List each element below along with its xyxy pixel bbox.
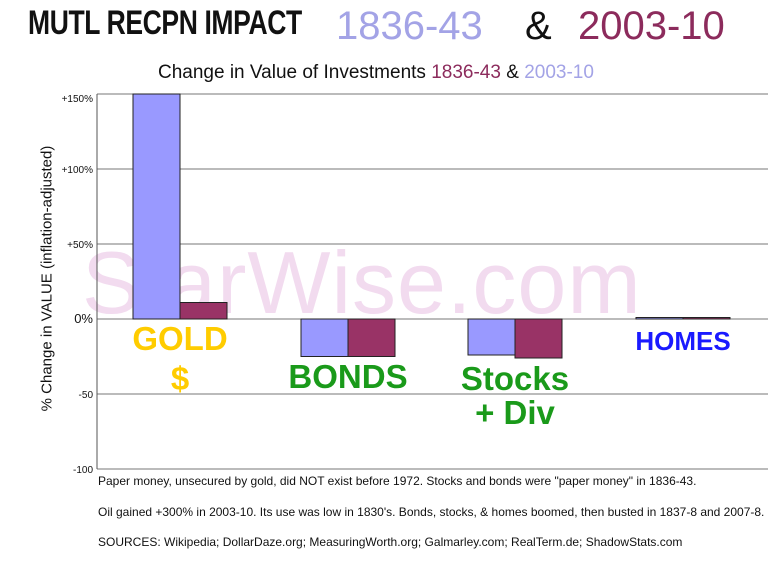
note-sources: SOURCES: Wikipedia; DollarDaze.org; Meas…	[98, 535, 683, 549]
bar-bonds-2003-10	[347, 318, 396, 357]
category-label-stocks: + Div	[475, 394, 555, 431]
bar-gold-1836-43	[132, 93, 181, 320]
title-amp: &	[525, 4, 552, 48]
page-title: MUTL RECPN IMPACT	[28, 4, 379, 54]
note-paper-money: Paper money, unsecured by gold, did NOT …	[98, 474, 697, 488]
category-label-gold: $	[171, 360, 189, 397]
subtitle-amp: &	[506, 62, 519, 83]
y-tick-label: +100%	[62, 165, 94, 176]
bar-stocks-1836-43	[467, 318, 516, 356]
note-oil: Oil gained +300% in 2003-10. Its use was…	[98, 505, 765, 519]
title-period-a: 1836-43	[336, 4, 483, 48]
title-text: MUTL RECPN IMPACT	[28, 4, 302, 42]
category-label-bonds: BONDS	[288, 358, 407, 395]
chart-subtitle: Change in Value of Investments 1836-43 &…	[158, 62, 594, 84]
bar-gold-2003-10	[179, 302, 228, 320]
title-period-b: 2003-10	[578, 4, 725, 48]
subtitle-text: Change in Value of Investments	[158, 62, 426, 83]
subtitle-period-b: 2003-10	[524, 62, 594, 83]
bar-bonds-1836-43	[300, 318, 349, 357]
bar-homes-2003-10	[682, 317, 731, 320]
subtitle-period-a: 1836-43	[431, 62, 501, 83]
y-tick-label: +50%	[67, 240, 93, 251]
category-label-gold: GOLD	[132, 320, 227, 357]
bar-stocks-2003-10	[514, 318, 563, 359]
y-tick-label: +150%	[62, 94, 94, 105]
bar-homes-1836-43	[635, 317, 684, 320]
y-tick-label: -50	[79, 390, 94, 401]
category-label-stocks: Stocks	[461, 360, 569, 397]
y-tick-label: 0%	[74, 311, 93, 326]
y-tick-label: -100	[73, 465, 93, 476]
category-label-homes: HOMES	[635, 326, 730, 356]
